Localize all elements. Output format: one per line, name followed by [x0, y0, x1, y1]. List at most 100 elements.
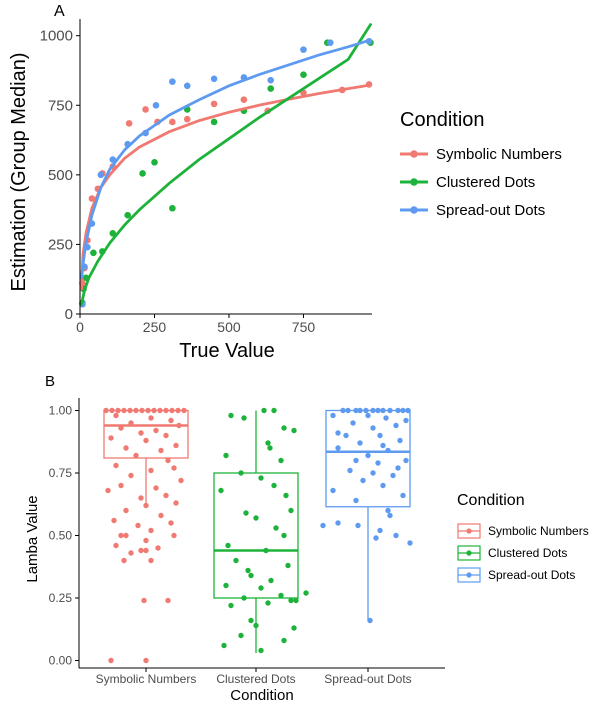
jitter-point-spread-out-dots-1 [345, 407, 351, 414]
point-symbolic-numbers-8 [142, 106, 149, 113]
jitter-point-symbolic-numbers-2 [115, 407, 121, 414]
jitter-point-clustered-dots-8 [223, 452, 229, 459]
jitter-point-symbolic-numbers-4 [127, 407, 133, 414]
jitter-point-symbolic-numbers-6 [139, 407, 145, 414]
jitter-point-clustered-dots-14 [283, 492, 289, 499]
jitter-point-symbolic-numbers-35 [118, 482, 124, 489]
jitter-point-spread-out-dots-36 [380, 482, 386, 489]
jitter-point-spread-out-dots-45 [393, 532, 399, 539]
point-symbolic-numbers-3 [88, 195, 96, 202]
panel-a-x-tick-label-500: 500 [217, 319, 241, 335]
jitter-point-symbolic-numbers-55 [143, 547, 149, 554]
panel-a-x-tick-label-0: 0 [76, 319, 84, 335]
box-group-symbolic-numbers [103, 407, 189, 664]
jitter-point-clustered-dots-6 [265, 440, 271, 446]
jitter-point-spread-out-dots-9 [395, 407, 401, 414]
panel-b-x-tick-label-spread-out-dots: Spread-out Dots [324, 672, 411, 686]
point-symbolic-numbers-10 [169, 118, 176, 126]
jitter-point-clustered-dots-10 [238, 470, 244, 476]
jitter-point-symbolic-numbers-45 [168, 520, 174, 526]
jitter-point-spread-out-dots-19 [335, 430, 341, 436]
jitter-point-spread-out-dots-31 [395, 465, 401, 471]
box-group-spread-out-dots [320, 407, 413, 624]
jitter-point-symbolic-numbers-41 [143, 502, 149, 509]
jitter-point-symbolic-numbers-31 [171, 465, 177, 471]
jitter-point-symbolic-numbers-16 [168, 417, 174, 424]
fit-line-clustered-dots [80, 23, 372, 306]
jitter-point-spread-out-dots-37 [330, 487, 336, 494]
point-spread-out-dots-15 [326, 39, 334, 46]
jitter-point-symbolic-numbers-12 [175, 407, 181, 414]
jitter-point-spread-out-dots-5 [370, 407, 376, 414]
jitter-point-clustered-dots-16 [243, 510, 249, 516]
panel-a-x-axis-title: True Value [179, 340, 275, 362]
jitter-point-symbolic-numbers-9 [157, 407, 163, 414]
jitter-point-symbolic-numbers-15 [148, 415, 154, 421]
panel-a: A 0 250 500 750 0 250 500 750 1000 True Value Es… [8, 3, 562, 362]
jitter-point-symbolic-numbers-49 [123, 532, 129, 539]
panel-b-legend-key-point-symbolic-numbers [466, 528, 472, 534]
jitter-point-spread-out-dots-21 [377, 432, 383, 439]
jitter-point-spread-out-dots-41 [387, 512, 393, 519]
jitter-point-clustered-dots-37 [253, 622, 259, 629]
panel-a-y-tick-label-1000: 1000 [40, 28, 73, 45]
jitter-point-spread-out-dots-48 [335, 520, 341, 526]
jitter-point-symbolic-numbers-26 [123, 445, 129, 451]
jitter-point-clustered-dots-40 [281, 637, 287, 644]
jitter-point-clustered-dots-7 [267, 445, 273, 451]
point-clustered-dots-8 [151, 159, 158, 166]
jitter-point-symbolic-numbers-0 [103, 407, 109, 414]
jitter-point-symbolic-numbers-11 [169, 407, 175, 414]
panel-a-legend: Condition Symbolic Numbers Clustered Dots… [400, 109, 562, 219]
jitter-point-clustered-dots-33 [293, 597, 299, 604]
jitter-point-symbolic-numbers-18 [176, 422, 182, 429]
jitter-point-clustered-dots-39 [238, 632, 244, 639]
jitter-point-clustered-dots-26 [268, 577, 274, 584]
panel-a-y-tick-label-500: 500 [48, 167, 73, 184]
jitter-point-spread-out-dots-2 [353, 407, 359, 414]
jitter-point-clustered-dots-18 [273, 525, 279, 531]
panel-b-legend-key-point-clustered-dots [466, 550, 472, 556]
jitter-point-spread-out-dots-47 [407, 540, 413, 546]
box-group-clustered-dots [213, 407, 309, 654]
jitter-point-spread-out-dots-34 [390, 472, 396, 479]
panel-b-y-axis-title: Lamba Value [24, 495, 41, 582]
jitter-point-spread-out-dots-33 [370, 470, 376, 476]
jitter-point-clustered-dots-13 [218, 487, 224, 494]
jitter-point-spread-out-dots-28 [403, 457, 409, 464]
jitter-point-symbolic-numbers-52 [113, 542, 119, 549]
jitter-point-spread-out-dots-7 [380, 407, 386, 414]
panel-b-x-tick-label-symbolic-numbers: Symbolic Numbers [96, 672, 197, 686]
jitter-point-symbolic-numbers-56 [128, 550, 134, 556]
jitter-point-clustered-dots-1 [271, 407, 277, 414]
panel-a-y-tick-label-0: 0 [65, 306, 73, 323]
point-spread-out-dots-14 [300, 46, 307, 53]
jitter-point-spread-out-dots-22 [397, 437, 403, 444]
jitter-point-spread-out-dots-10 [400, 407, 406, 414]
jitter-point-symbolic-numbers-37 [105, 487, 111, 494]
jitter-point-symbolic-numbers-51 [143, 537, 149, 544]
jitter-point-symbolic-numbers-33 [128, 472, 134, 479]
jitter-point-clustered-dots-5 [291, 427, 297, 434]
panel-b: B 0.00 0.25 0.50 0.75 1.00 Symbolic Numbers Cl… [24, 373, 589, 704]
jitter-point-symbolic-numbers-44 [111, 517, 117, 524]
jitter-point-symbolic-numbers-25 [173, 442, 179, 449]
jitter-point-symbolic-numbers-58 [148, 557, 154, 564]
panel-a-y-tick-label-750: 750 [48, 97, 73, 114]
jitter-point-spread-out-dots-30 [375, 460, 381, 466]
panel-b-y-tick-label-3: 0.75 [49, 466, 73, 480]
panel-a-marks [79, 23, 374, 308]
panel-a-label: A [54, 3, 65, 20]
jitter-point-clustered-dots-31 [241, 595, 247, 601]
jitter-point-spread-out-dots-13 [365, 412, 371, 419]
jitter-point-symbolic-numbers-10 [163, 407, 169, 414]
jitter-point-spread-out-dots-46 [373, 535, 379, 541]
jitter-point-symbolic-numbers-62 [143, 657, 149, 664]
point-clustered-dots-6 [124, 211, 131, 219]
jitter-point-symbolic-numbers-53 [155, 545, 161, 551]
jitter-point-spread-out-dots-24 [380, 442, 386, 449]
jitter-point-symbolic-numbers-14 [113, 412, 119, 419]
box-symbolic-numbers [103, 409, 189, 459]
panel-b-legend-label-symbolic-numbers: Symbolic Numbers [488, 524, 589, 538]
jitter-point-spread-out-dots-0 [340, 407, 346, 414]
